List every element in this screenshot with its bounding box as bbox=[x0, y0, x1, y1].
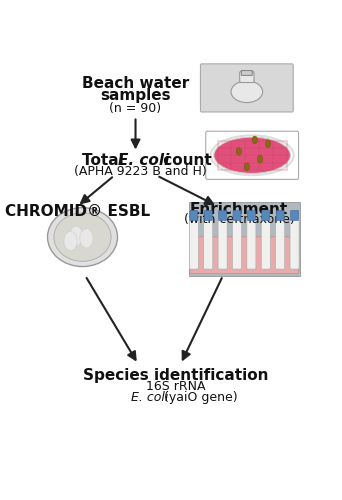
FancyBboxPatch shape bbox=[247, 210, 255, 220]
Text: Enrichment: Enrichment bbox=[190, 202, 288, 217]
FancyBboxPatch shape bbox=[290, 216, 299, 269]
Text: 16S rRNA: 16S rRNA bbox=[146, 380, 205, 393]
FancyBboxPatch shape bbox=[291, 210, 299, 220]
FancyBboxPatch shape bbox=[188, 202, 300, 276]
FancyBboxPatch shape bbox=[190, 210, 198, 220]
Text: Total: Total bbox=[82, 154, 129, 168]
Ellipse shape bbox=[231, 81, 263, 102]
FancyBboxPatch shape bbox=[206, 131, 299, 180]
FancyBboxPatch shape bbox=[233, 216, 241, 269]
Circle shape bbox=[252, 136, 258, 143]
Text: (APHA 9223 B and H): (APHA 9223 B and H) bbox=[75, 165, 207, 178]
Text: Beach water: Beach water bbox=[82, 76, 189, 90]
FancyBboxPatch shape bbox=[219, 210, 227, 220]
FancyBboxPatch shape bbox=[240, 72, 254, 83]
FancyBboxPatch shape bbox=[261, 216, 270, 269]
Text: CHROMID® ESBL: CHROMID® ESBL bbox=[5, 204, 150, 219]
Text: samples: samples bbox=[100, 88, 171, 103]
Ellipse shape bbox=[48, 208, 118, 266]
FancyBboxPatch shape bbox=[247, 216, 256, 269]
FancyBboxPatch shape bbox=[276, 210, 284, 220]
Circle shape bbox=[80, 229, 93, 248]
FancyBboxPatch shape bbox=[204, 216, 213, 269]
Text: (with ceftriaxone): (with ceftriaxone) bbox=[184, 214, 294, 226]
FancyBboxPatch shape bbox=[262, 210, 270, 220]
FancyBboxPatch shape bbox=[241, 70, 252, 76]
Circle shape bbox=[64, 232, 77, 250]
FancyBboxPatch shape bbox=[233, 210, 241, 220]
FancyBboxPatch shape bbox=[200, 64, 293, 112]
Text: Species identification: Species identification bbox=[82, 368, 268, 383]
Circle shape bbox=[69, 226, 83, 246]
Circle shape bbox=[258, 156, 263, 163]
Circle shape bbox=[244, 163, 249, 170]
Ellipse shape bbox=[214, 137, 290, 173]
Text: (n = 90): (n = 90) bbox=[109, 102, 161, 114]
FancyBboxPatch shape bbox=[204, 210, 212, 220]
Circle shape bbox=[265, 140, 271, 147]
Text: E. coli: E. coli bbox=[118, 154, 170, 168]
FancyBboxPatch shape bbox=[189, 216, 198, 269]
Circle shape bbox=[236, 148, 241, 156]
Text: E. coli: E. coli bbox=[131, 391, 168, 404]
FancyBboxPatch shape bbox=[218, 216, 227, 269]
Text: (yaiO gene): (yaiO gene) bbox=[160, 391, 237, 404]
FancyBboxPatch shape bbox=[190, 237, 299, 274]
FancyBboxPatch shape bbox=[276, 216, 285, 269]
Text: count: count bbox=[158, 154, 212, 168]
Ellipse shape bbox=[54, 213, 111, 262]
